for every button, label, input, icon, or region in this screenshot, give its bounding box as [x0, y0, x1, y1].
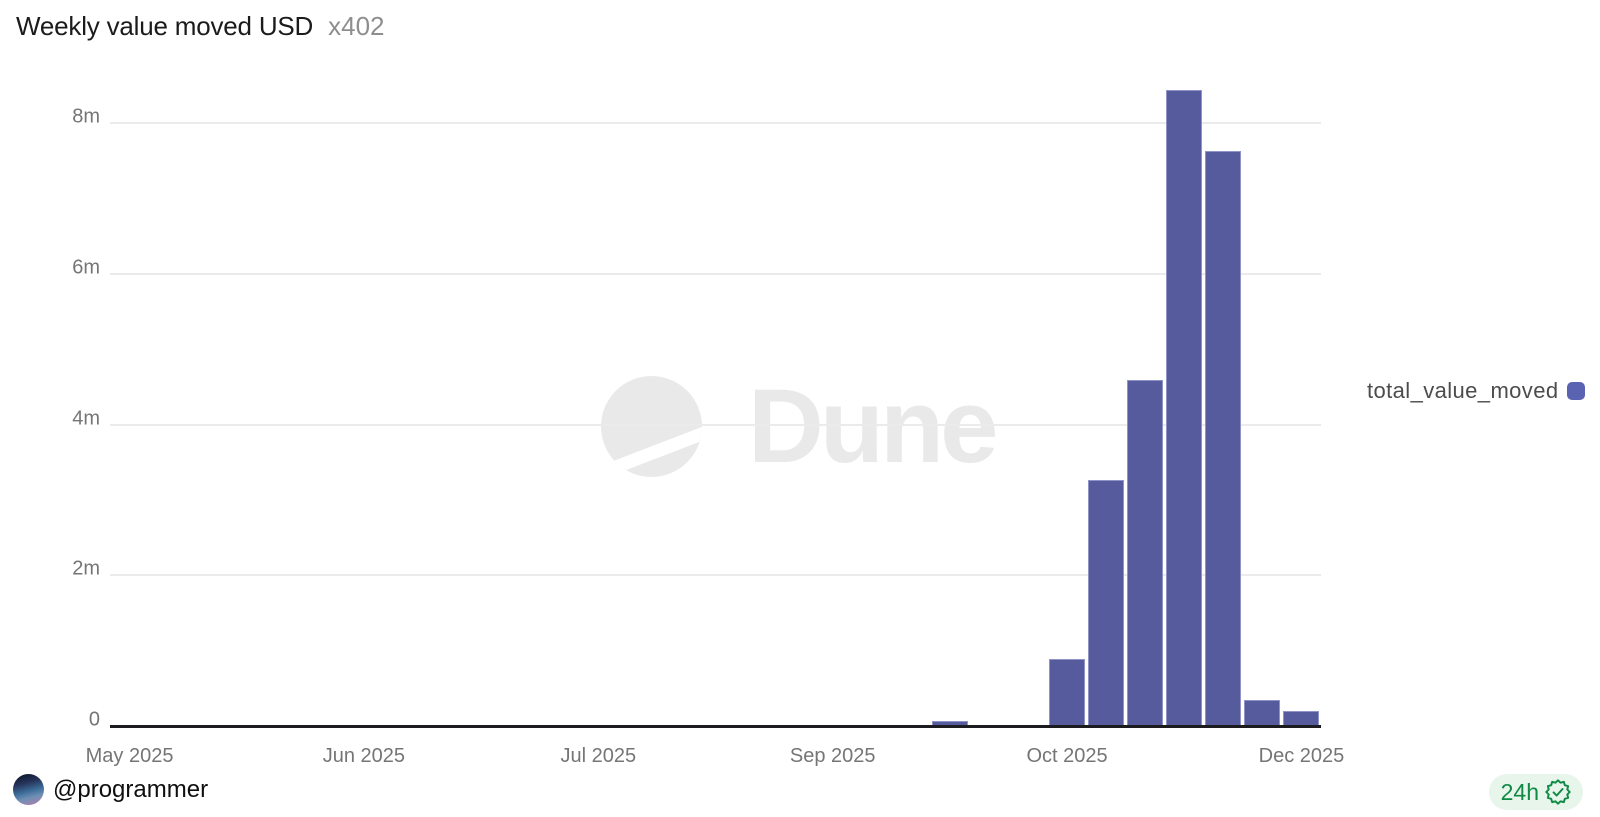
y-tick-label: 8m — [72, 105, 100, 128]
x-tick-label: Dec 2025 — [1258, 745, 1345, 767]
author-handle: @programmer — [53, 775, 209, 803]
gridline — [110, 122, 1321, 125]
gridline — [110, 272, 1321, 275]
bar[interactable] — [1088, 480, 1125, 726]
plot-area — [110, 78, 1321, 728]
bar[interactable] — [1244, 699, 1281, 726]
bar[interactable] — [931, 721, 968, 726]
x-axis-labels: May 2025 Jun 2025 Jul 2025 Sep 2025 Oct 2025… — [86, 745, 1345, 769]
bar[interactable] — [1049, 658, 1086, 726]
x-tick-label: Sep 2025 — [789, 745, 876, 767]
timeframe-label: 24h — [1500, 778, 1539, 805]
x-tick-label: Jun 2025 — [322, 745, 406, 767]
timeframe-badge[interactable]: 24h — [1488, 774, 1583, 810]
chart-header: Weekly value moved USD x402 — [16, 11, 385, 42]
y-tick-label: 6m — [72, 256, 100, 279]
y-axis-labels: 0 2m 4m 6m 8m — [0, 78, 100, 731]
author-link[interactable]: @programmer — [13, 774, 208, 805]
legend-label: total_value_moved — [1367, 378, 1559, 403]
gridline — [110, 574, 1321, 577]
x-tick-label: May 2025 — [85, 745, 174, 767]
legend-item[interactable]: total_value_moved — [1367, 378, 1585, 404]
y-tick-label: 2m — [72, 557, 100, 580]
y-tick-label: 4m — [72, 407, 100, 430]
x-tick-label: Jul 2025 — [560, 745, 637, 767]
bar[interactable] — [1127, 380, 1164, 726]
bar[interactable] — [1205, 151, 1242, 726]
chart-title: Weekly value moved USD — [16, 11, 314, 41]
gridline — [110, 423, 1321, 426]
bar[interactable] — [1166, 90, 1203, 726]
bar[interactable] — [1283, 710, 1320, 726]
x-tick-label: Oct 2025 — [1026, 745, 1108, 767]
y-tick-label: 0 — [88, 708, 100, 731]
legend-swatch — [1567, 382, 1585, 400]
author-avatar — [13, 774, 44, 805]
verified-seal-icon — [1545, 779, 1571, 805]
chart-subtitle: x402 — [328, 11, 385, 41]
x-axis-line — [110, 725, 1321, 728]
